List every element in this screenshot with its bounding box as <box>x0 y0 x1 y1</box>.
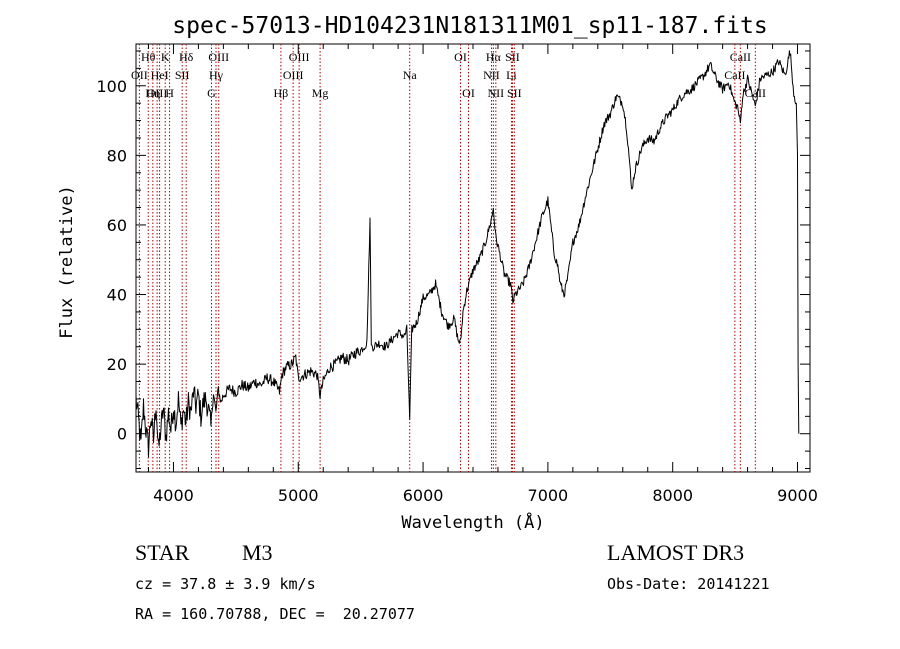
marker-label-15: Mg <box>312 86 329 100</box>
x-tick-label-4: 8000 <box>652 486 693 505</box>
marker-label-18: OI <box>462 86 475 100</box>
marker-label-0: Hθ <box>141 50 156 64</box>
marker-label-11: G <box>207 86 216 100</box>
y-tick-label-3: 60 <box>107 216 127 235</box>
series-layer <box>135 50 800 458</box>
redshift-value: cz = 37.8 ± 3.9 km/s <box>135 575 316 593</box>
marker-label-20: NII <box>483 68 500 82</box>
x-tick-label-0: 4000 <box>153 486 194 505</box>
marker-label-4: HeI <box>151 68 169 82</box>
marker-label-23: Li <box>506 68 517 82</box>
marker-label-1: OII <box>131 68 148 82</box>
axis-ticks: 4000 5000 6000 7000 8000 9000 0 20 40 60 80 100 <box>96 44 818 505</box>
marker-label-3: K <box>161 50 170 64</box>
marker-label-21: NII <box>488 86 505 100</box>
marker-label-14: OIII <box>283 68 304 82</box>
marker-label-12: Hβ <box>274 86 289 100</box>
plot-frame <box>135 43 811 473</box>
survey-name: LAMOST DR3 <box>607 540 744 565</box>
marker-label-10: Hγ <box>209 68 224 82</box>
marker-label-16: Na <box>403 68 418 82</box>
y-tick-label-2: 40 <box>107 286 127 305</box>
marker-label-27: CaII <box>745 86 766 100</box>
object-class: STAR <box>135 540 190 565</box>
coordinates: RA = 160.70788, DEC = 20.27077 <box>135 605 415 623</box>
x-tick-label-5: 9000 <box>777 486 818 505</box>
marker-label-13: OIII <box>289 50 310 64</box>
x-tick-label-1: 5000 <box>278 486 319 505</box>
x-tick-label-3: 7000 <box>528 486 569 505</box>
marker-label-22: SII <box>505 50 520 64</box>
spectrum-line <box>135 50 800 458</box>
y-tick-label-4: 80 <box>107 146 127 165</box>
marker-label-6: SII <box>175 68 190 82</box>
marker-label-26: CaII <box>724 68 745 82</box>
marker-label-25: CaII <box>730 50 751 64</box>
y-tick-label-5: 100 <box>96 77 127 96</box>
x-axis-label: Wavelength (Å) <box>401 511 544 533</box>
marker-label-17: OI <box>454 50 467 64</box>
x-tick-label-2: 6000 <box>403 486 444 505</box>
marker-label-7: H <box>165 86 174 100</box>
marker-label-8: Hδ <box>179 50 194 64</box>
obs-date: Obs-Date: 20141221 <box>607 575 770 593</box>
marker-label-9: OIII <box>208 50 229 64</box>
object-subclass: M3 <box>242 540 273 565</box>
y-tick-label-1: 20 <box>107 355 127 374</box>
chart-title: spec-57013-HD104231N181311M01_sp11-187.f… <box>172 13 767 39</box>
marker-label-24: SII <box>507 86 522 100</box>
marker-label-5: Hη <box>145 86 160 100</box>
marker-label-2: OIII <box>147 86 168 100</box>
marker-label-19: Hα <box>486 50 502 64</box>
y-tick-label-0: 0 <box>117 425 127 444</box>
y-axis-label: Flux (relative) <box>57 185 77 339</box>
